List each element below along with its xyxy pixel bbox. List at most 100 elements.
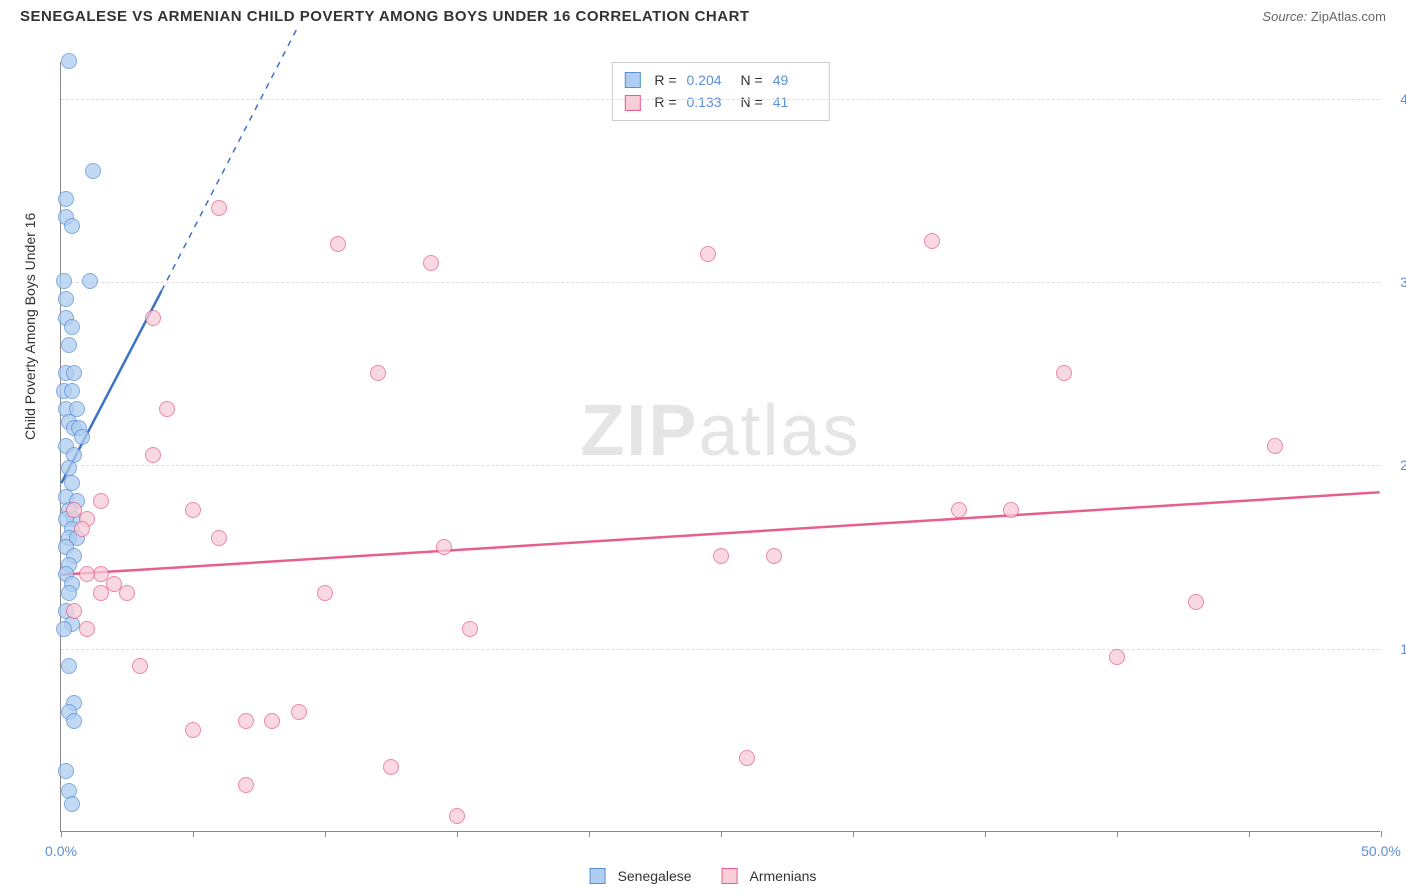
scatter-plot-area: ZIPatlas R =0.204N =49R =0.133N =41 10.0… (60, 62, 1380, 832)
data-point (291, 704, 307, 720)
data-point (1003, 502, 1019, 518)
data-point (58, 763, 74, 779)
data-point (211, 200, 227, 216)
data-point (64, 319, 80, 335)
stat-n-label: N = (741, 69, 763, 91)
data-point (56, 621, 72, 637)
data-point (739, 750, 755, 766)
x-tick-label: 50.0% (1361, 843, 1401, 859)
data-point (423, 255, 439, 271)
data-point (713, 548, 729, 564)
x-tick (1381, 831, 1382, 837)
legend-swatch (590, 868, 606, 884)
data-point (383, 759, 399, 775)
x-tick (457, 831, 458, 837)
data-point (436, 539, 452, 555)
stats-legend-row: R = 0.204 N = 49 (624, 69, 816, 91)
data-point (1188, 594, 1204, 610)
data-point (61, 658, 77, 674)
grid-line (61, 99, 1380, 100)
stat-n-value: 49 (773, 69, 817, 91)
data-point (330, 236, 346, 252)
data-point (185, 502, 201, 518)
data-point (66, 365, 82, 381)
data-point (211, 530, 227, 546)
data-point (238, 777, 254, 793)
data-point (317, 585, 333, 601)
x-tick (325, 831, 326, 837)
source-label: Source: (1262, 9, 1307, 24)
grid-line (61, 465, 1380, 466)
data-point (462, 621, 478, 637)
data-point (1056, 365, 1072, 381)
data-point (64, 383, 80, 399)
series-legend: Senegalese Armenians (590, 868, 817, 884)
y-tick-label: 10.0% (1385, 641, 1406, 657)
data-point (951, 502, 967, 518)
data-point (185, 722, 201, 738)
data-point (61, 460, 77, 476)
data-point (93, 493, 109, 509)
legend-item: Senegalese (590, 868, 692, 884)
data-point (145, 310, 161, 326)
legend-label: Senegalese (618, 868, 692, 884)
data-point (64, 475, 80, 491)
stat-r-value: 0.204 (687, 69, 731, 91)
x-tick (985, 831, 986, 837)
x-tick (721, 831, 722, 837)
data-point (159, 401, 175, 417)
data-point (82, 273, 98, 289)
data-point (700, 246, 716, 262)
data-point (119, 585, 135, 601)
data-point (264, 713, 280, 729)
legend-item: Armenians (722, 868, 817, 884)
data-point (85, 163, 101, 179)
chart-header: SENEGALESE VS ARMENIAN CHILD POVERTY AMO… (0, 0, 1406, 29)
data-point (58, 191, 74, 207)
stat-r-label: R = (654, 69, 676, 91)
data-point (66, 713, 82, 729)
legend-swatch (722, 868, 738, 884)
data-point (61, 585, 77, 601)
stats-legend-row: R =0.133N =41 (624, 91, 816, 113)
y-tick-label: 20.0% (1385, 457, 1406, 473)
data-point (238, 713, 254, 729)
y-tick-label: 40.0% (1385, 91, 1406, 107)
legend-swatch (624, 72, 640, 88)
data-point (145, 447, 161, 463)
grid-line (61, 282, 1380, 283)
data-point (74, 521, 90, 537)
source-attribution: Source: ZipAtlas.com (1262, 9, 1386, 24)
legend-swatch (624, 95, 640, 111)
trend-lines-svg (61, 62, 1380, 831)
x-tick-label: 0.0% (45, 843, 77, 859)
data-point (924, 233, 940, 249)
x-tick (853, 831, 854, 837)
data-point (66, 603, 82, 619)
data-point (61, 337, 77, 353)
data-point (370, 365, 386, 381)
data-point (79, 621, 95, 637)
data-point (93, 585, 109, 601)
data-point (64, 218, 80, 234)
data-point (1267, 438, 1283, 454)
data-point (766, 548, 782, 564)
stat-r-label: R = (654, 91, 676, 113)
source-value: ZipAtlas.com (1311, 9, 1386, 24)
y-axis-title: Child Poverty Among Boys Under 16 (22, 213, 38, 440)
grid-line (61, 649, 1380, 650)
x-tick (193, 831, 194, 837)
trend-line-extrapolated (162, 25, 299, 290)
data-point (56, 273, 72, 289)
data-point (449, 808, 465, 824)
data-point (132, 658, 148, 674)
data-point (1109, 649, 1125, 665)
data-point (61, 53, 77, 69)
data-point (58, 291, 74, 307)
x-tick (1249, 831, 1250, 837)
data-point (79, 566, 95, 582)
x-tick (61, 831, 62, 837)
x-tick (589, 831, 590, 837)
legend-label: Armenians (750, 868, 817, 884)
stats-legend-box: R = 0.204 N = 49R =0.133N =41 (611, 62, 829, 121)
